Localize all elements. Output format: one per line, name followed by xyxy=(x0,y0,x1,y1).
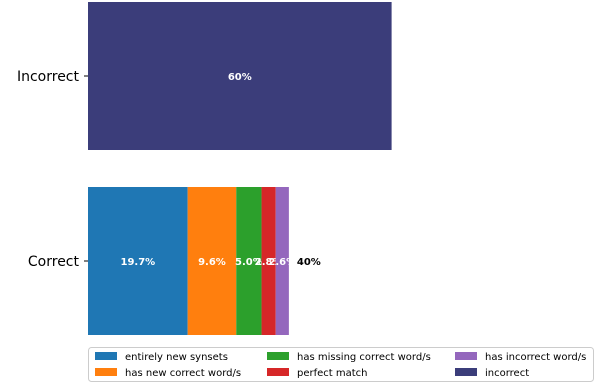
total-label-correct: 40% xyxy=(297,257,321,268)
legend-label-perfect-match: perfect match xyxy=(297,368,368,379)
bars-group: 19.7% 9.6% 5.0%2.8%2.6% 40% 60% xyxy=(88,2,392,335)
bar-correct-perfect-match xyxy=(261,187,276,335)
legend-swatch-entirely-new-synsets xyxy=(95,352,117,360)
bar-correct-has-new-correct-word-s xyxy=(187,187,237,335)
legend-swatch-has-missing-correct-word-s xyxy=(267,352,289,360)
bar-label-correct-has-incorrect-word-s: 2.6% xyxy=(268,257,296,268)
y-tick-label-incorrect: Incorrect xyxy=(17,69,80,85)
bar-incorrect-incorrect xyxy=(88,2,392,150)
legend-label-entirely-new-synsets: entirely new synsets xyxy=(125,352,228,363)
bar-label-correct-perfect-match: 2.8% xyxy=(255,257,283,268)
legend-swatch-incorrect xyxy=(455,368,477,376)
bar-label-correct-has-missing-correct-word-s: 5.0% xyxy=(235,257,263,268)
bar-correct-has-incorrect-word-s xyxy=(275,187,289,335)
legend-swatch-has-incorrect-word-s xyxy=(455,352,477,360)
legend-label-has-new-correct-word-s: has new correct word/s xyxy=(125,368,241,379)
legend-label-has-missing-correct-word-s: has missing correct word/s xyxy=(297,352,431,363)
y-tick-label-correct: Correct xyxy=(28,254,80,270)
legend-swatch-perfect-match xyxy=(267,368,289,376)
bar-correct-has-missing-correct-word-s xyxy=(236,187,262,335)
bar-label-incorrect-incorrect: 60% xyxy=(228,72,252,83)
bar-label-correct-has-new-correct-word-s: 9.6% xyxy=(198,257,226,268)
y-axis: Correct Incorrect xyxy=(17,69,88,270)
legend-label-incorrect: incorrect xyxy=(485,368,529,379)
legend: entirely new synsets has new correct word… xyxy=(88,347,594,382)
legend-swatch-has-new-correct-word-s xyxy=(95,368,117,376)
bar-label-correct-entirely-new-synsets: 19.7% xyxy=(120,257,155,268)
bar-correct-entirely-new-synsets xyxy=(88,187,188,335)
legend-label-has-incorrect-word-s: has incorrect word/s xyxy=(485,352,586,363)
